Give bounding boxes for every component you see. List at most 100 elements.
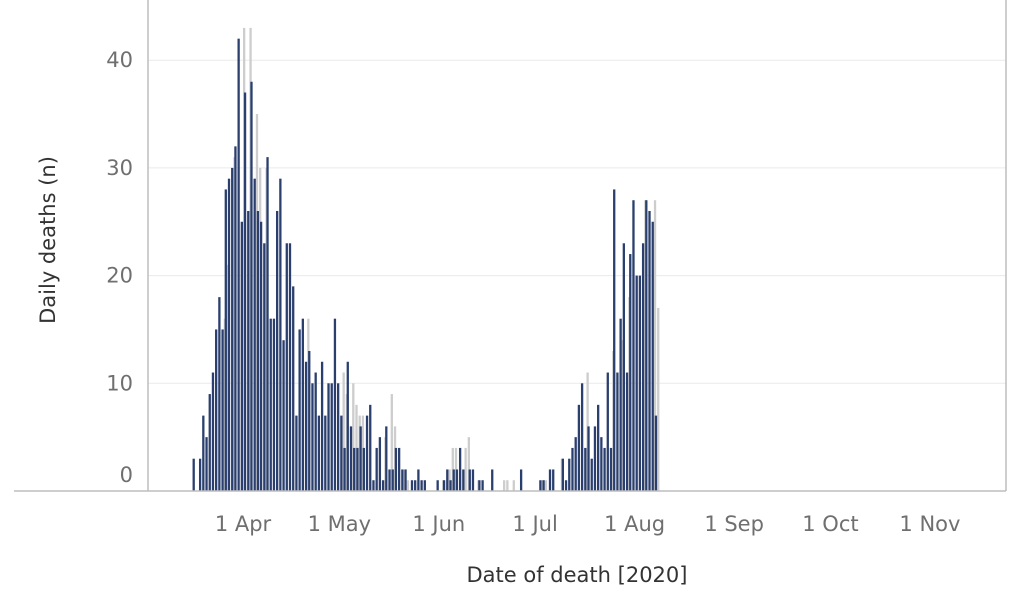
dark-bar bbox=[625, 372, 629, 491]
dark-bar bbox=[285, 243, 288, 491]
y-axis-ticks: 0 10 20 30 40 bbox=[106, 48, 133, 487]
dark-bar bbox=[282, 340, 285, 491]
dark-bar bbox=[288, 243, 292, 491]
dark-bar-series bbox=[192, 38, 658, 492]
dark-bar bbox=[654, 415, 658, 491]
dark-bar bbox=[295, 415, 298, 491]
dark-bar bbox=[388, 469, 391, 491]
dark-bar bbox=[587, 426, 590, 491]
dark-bar bbox=[378, 437, 382, 491]
light-bar bbox=[464, 447, 467, 491]
dark-bar bbox=[301, 318, 304, 491]
dark-bar bbox=[420, 480, 423, 491]
light-bar bbox=[448, 469, 451, 491]
dark-bar bbox=[247, 210, 250, 492]
x-tick-label: 1 Jun bbox=[412, 512, 465, 536]
dark-bar bbox=[635, 275, 638, 491]
dark-bar bbox=[263, 243, 266, 491]
dark-bar bbox=[619, 318, 622, 491]
dark-bar bbox=[446, 469, 449, 491]
dark-bar bbox=[410, 480, 414, 491]
dark-bar bbox=[609, 447, 613, 491]
dark-bar bbox=[548, 469, 552, 491]
dark-bar bbox=[641, 243, 645, 491]
dark-bar bbox=[234, 146, 237, 492]
dark-bar bbox=[330, 383, 333, 491]
dark-bar bbox=[231, 167, 234, 491]
light-bar bbox=[657, 307, 660, 491]
dark-bar bbox=[198, 458, 202, 491]
dark-bar bbox=[638, 275, 642, 491]
dark-bar bbox=[218, 297, 221, 491]
dark-bar bbox=[600, 437, 603, 491]
dark-bar bbox=[468, 469, 471, 491]
dark-bar bbox=[577, 404, 581, 491]
dark-bar bbox=[452, 469, 455, 491]
dark-bar bbox=[542, 480, 545, 491]
dark-bar bbox=[481, 480, 484, 491]
dark-bar bbox=[648, 210, 651, 492]
plot-frame bbox=[14, 0, 1007, 492]
dark-bar bbox=[394, 447, 398, 491]
light-bar bbox=[406, 480, 410, 491]
dark-bar bbox=[455, 469, 459, 491]
dark-bar bbox=[211, 372, 215, 491]
dark-bar bbox=[436, 480, 439, 491]
light-bar bbox=[544, 480, 548, 491]
dark-bar bbox=[337, 383, 340, 491]
dark-bar bbox=[259, 221, 263, 491]
y-tick-label: 0 bbox=[120, 463, 133, 487]
dark-bar bbox=[539, 480, 542, 491]
dark-bar bbox=[564, 480, 568, 491]
dark-bar bbox=[256, 210, 260, 492]
light-bar bbox=[512, 480, 515, 491]
dark-bar bbox=[613, 189, 616, 491]
dark-bar bbox=[221, 329, 224, 491]
dark-bar bbox=[224, 189, 227, 491]
light-bar bbox=[342, 372, 345, 491]
dark-bar bbox=[227, 178, 231, 492]
dark-bar bbox=[632, 200, 635, 491]
y-axis-title: Daily deaths (n) bbox=[36, 156, 60, 324]
dark-bar bbox=[272, 318, 276, 491]
dark-bar bbox=[343, 447, 346, 491]
dark-bar bbox=[593, 426, 597, 491]
light-bar bbox=[390, 394, 393, 491]
x-tick-label: 1 Nov bbox=[899, 512, 960, 536]
dark-bar bbox=[215, 329, 218, 491]
light-bar bbox=[503, 480, 506, 491]
dark-bar bbox=[397, 447, 401, 491]
y-tick-label: 40 bbox=[106, 48, 133, 72]
dark-bar bbox=[292, 286, 295, 491]
light-bar bbox=[352, 383, 355, 491]
dark-bar bbox=[333, 318, 337, 491]
x-tick-label: 1 Aug bbox=[604, 512, 665, 536]
x-axis-ticks: 1 Apr 1 May 1 Jun 1 Jul 1 Aug 1 Sep 1 Oct 1 Nov bbox=[215, 512, 961, 536]
x-tick-label: 1 Sep bbox=[704, 512, 764, 536]
dark-bar bbox=[359, 426, 362, 491]
dark-bar bbox=[597, 404, 600, 491]
dark-bar bbox=[584, 447, 587, 491]
dark-bar bbox=[276, 210, 279, 492]
dark-bar bbox=[622, 243, 625, 491]
dark-bar bbox=[462, 469, 465, 491]
dark-bar bbox=[519, 469, 523, 491]
dark-bar bbox=[571, 447, 574, 491]
dark-bar bbox=[645, 200, 648, 491]
dark-bar bbox=[356, 447, 359, 491]
dark-bar bbox=[458, 447, 462, 491]
dark-bar bbox=[353, 447, 356, 491]
dark-bar bbox=[279, 178, 282, 492]
dark-bar bbox=[320, 361, 324, 491]
y-tick-label: 20 bbox=[106, 264, 133, 288]
dark-bar bbox=[327, 383, 330, 491]
light-bar bbox=[467, 437, 470, 491]
dark-bar bbox=[317, 415, 321, 491]
light-bar bbox=[355, 404, 358, 491]
dark-bar bbox=[616, 372, 619, 491]
dark-bar bbox=[385, 426, 388, 491]
dark-bar bbox=[346, 361, 349, 491]
dark-bar bbox=[298, 329, 301, 491]
dark-bar bbox=[314, 372, 317, 491]
